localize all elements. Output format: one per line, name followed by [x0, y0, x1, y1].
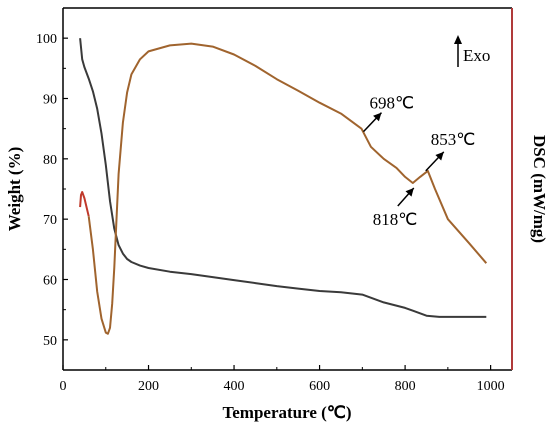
y-tick-label: 50 — [43, 334, 57, 349]
y-tick-label: 90 — [43, 93, 57, 108]
plot-frame — [62, 7, 513, 371]
arrow-698-icon-head — [373, 112, 382, 122]
y-tick-label: 100 — [36, 32, 57, 47]
up-arrow-head-icon — [454, 35, 462, 44]
arrow-818-icon-head — [405, 187, 414, 197]
y-axis-title-left: Weight (%) — [5, 147, 24, 232]
series-layer — [79, 38, 488, 335]
exo-label: Exo — [463, 46, 490, 65]
y-tick-label: 70 — [43, 213, 57, 228]
x-ticks: 0 200 400 600 800 1000 — [60, 365, 505, 394]
annotation-818: 818℃ — [373, 210, 418, 229]
y-ticks-left: 50 60 70 80 90 100 — [36, 32, 68, 349]
x-tick-label: 800 — [395, 379, 416, 394]
weight-series-line — [79, 38, 487, 318]
annotation-853: 853℃ — [431, 130, 476, 149]
annotation-698: 698℃ — [369, 94, 414, 113]
x-tick-label: 0 — [60, 379, 67, 394]
dsc-series-line-start — [79, 191, 90, 217]
dsc-series-line — [87, 42, 488, 335]
x-tick-label: 1000 — [477, 379, 505, 394]
x-axis-title: Temperature (℃) — [222, 403, 351, 422]
y-tick-label: 60 — [43, 274, 57, 289]
x-tick-label: 200 — [138, 379, 159, 394]
exo-indicator: Exo — [454, 35, 490, 67]
x-tick-label: 600 — [309, 379, 330, 394]
annotation-layer: 698℃ 853℃ 818℃ — [362, 94, 476, 229]
x-tick-label: 400 — [224, 379, 245, 394]
y-axis-title-right: DSC (mW/mg) — [530, 135, 549, 243]
arrow-853-icon-head — [435, 151, 444, 161]
y-tick-label: 80 — [43, 153, 57, 168]
